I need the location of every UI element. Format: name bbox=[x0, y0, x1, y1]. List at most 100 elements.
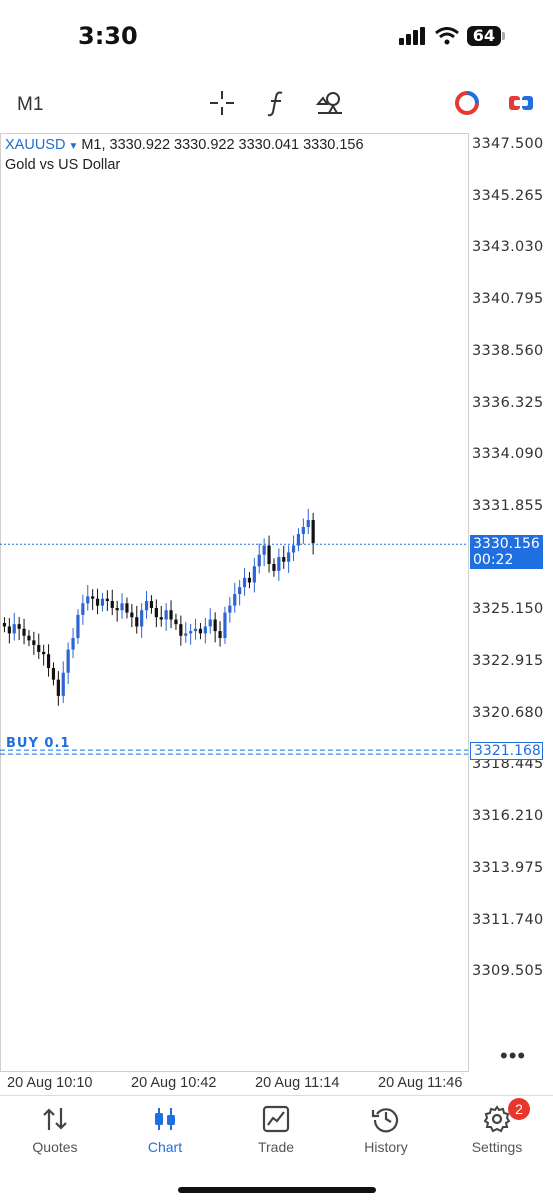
tab-settings[interactable]: 2 Settings bbox=[442, 1096, 552, 1166]
more-icon[interactable]: ••• bbox=[500, 1043, 527, 1068]
candlestick-chart[interactable] bbox=[0, 133, 553, 1093]
candle-body bbox=[144, 601, 149, 611]
battery-icon: 64 bbox=[466, 26, 505, 46]
candle-body bbox=[213, 619, 217, 632]
candle-body bbox=[46, 654, 51, 669]
time-tick: 20 Aug 10:42 bbox=[131, 1075, 217, 1091]
candle-body bbox=[179, 624, 183, 636]
candle-body bbox=[110, 601, 114, 608]
candle-body bbox=[267, 545, 271, 565]
price-tick: 3325.150 bbox=[472, 601, 544, 618]
candle-body bbox=[189, 631, 193, 634]
time-tick: 20 Aug 11:14 bbox=[255, 1075, 340, 1091]
candle-body bbox=[242, 577, 247, 588]
candle-body bbox=[56, 679, 60, 696]
candle-body bbox=[115, 607, 119, 611]
chart-toolbar: M1 bbox=[0, 80, 553, 128]
candle-body bbox=[71, 638, 75, 650]
tab-label: Settings bbox=[471, 1139, 523, 1155]
candle-body bbox=[51, 668, 56, 680]
candle-body bbox=[311, 520, 315, 544]
status-icons: 64 bbox=[398, 26, 505, 46]
candle-body bbox=[7, 626, 11, 634]
tab-label: Chart bbox=[147, 1139, 183, 1155]
plot-frame bbox=[0, 133, 469, 1072]
candle-body bbox=[120, 603, 124, 611]
tab-history[interactable]: History bbox=[331, 1096, 441, 1166]
candle-body bbox=[100, 598, 105, 606]
price-tick: 3309.505 bbox=[472, 963, 544, 980]
candle-body bbox=[301, 526, 305, 534]
tab-label: Quotes bbox=[32, 1139, 78, 1155]
candle-body bbox=[277, 557, 281, 571]
candle-body bbox=[86, 596, 90, 604]
candle-body bbox=[95, 598, 100, 606]
one-click-trading-icon[interactable] bbox=[452, 88, 482, 118]
candle-body bbox=[125, 603, 129, 613]
price-tick: 3318.445 bbox=[472, 756, 544, 773]
candle-body bbox=[105, 598, 109, 602]
current-price-badge: 3330.156 00:22 bbox=[470, 535, 543, 569]
ohlc-values: M1, 3330.922 3330.922 3330.041 3330.156 bbox=[81, 137, 364, 153]
price-tick: 3331.855 bbox=[472, 497, 544, 514]
price-tick: 3311.740 bbox=[472, 911, 544, 928]
candle-body bbox=[257, 554, 261, 567]
trade-icon bbox=[262, 1105, 290, 1133]
candle-body bbox=[247, 577, 252, 583]
symbol-name[interactable]: XAUUSD bbox=[5, 137, 66, 153]
current-price-value: 3330.156 bbox=[473, 536, 540, 552]
candle-body bbox=[238, 587, 242, 595]
price-chart[interactable]: XAUUSD ▼ M1, 3330.922 3330.922 3330.041 33… bbox=[0, 133, 553, 1093]
crosshair-icon[interactable] bbox=[207, 88, 237, 118]
symbol-description: Gold vs US Dollar bbox=[5, 157, 121, 173]
objects-icon[interactable] bbox=[315, 88, 345, 118]
candle-body bbox=[169, 610, 173, 620]
candle-body bbox=[193, 628, 198, 632]
price-tick: 3320.680 bbox=[472, 704, 544, 721]
tab-quotes[interactable]: Quotes bbox=[0, 1096, 110, 1166]
home-indicator bbox=[178, 1187, 376, 1193]
candle-body bbox=[32, 640, 36, 645]
candle-body bbox=[81, 603, 85, 615]
wifi-icon bbox=[434, 27, 459, 45]
chart-symbol-header: XAUUSD ▼ M1, 3330.922 3330.922 3330.041 33… bbox=[5, 137, 364, 153]
bar-countdown: 00:22 bbox=[473, 552, 514, 568]
candle-body bbox=[208, 619, 212, 627]
quotes-icon bbox=[43, 1108, 67, 1130]
candle-body bbox=[291, 545, 296, 553]
candle-body bbox=[159, 617, 163, 620]
candle-body bbox=[233, 594, 237, 606]
timeframe-button[interactable]: M1 bbox=[17, 94, 44, 115]
symbol-dropdown-icon[interactable]: ▼ bbox=[68, 141, 79, 152]
buy-order-label[interactable]: BUY 0.1 bbox=[6, 736, 71, 751]
price-tick: 3338.560 bbox=[472, 342, 544, 359]
gear-icon bbox=[483, 1105, 511, 1133]
status-bar: 3:30 64 bbox=[0, 0, 553, 70]
candle-body bbox=[164, 610, 168, 620]
price-tick: 3313.975 bbox=[472, 859, 544, 876]
price-tick: 3322.915 bbox=[472, 653, 544, 669]
trade-window-icon[interactable] bbox=[506, 88, 536, 118]
bottom-tab-bar: Quotes Chart Trade History 2 Settings bbox=[0, 1095, 553, 1201]
price-tick: 3347.500 bbox=[472, 136, 544, 152]
candle-body bbox=[12, 624, 16, 634]
candle-body bbox=[22, 628, 26, 636]
time-tick: 20 Aug 11:46 bbox=[378, 1075, 463, 1091]
candle-body bbox=[135, 617, 139, 627]
price-tick: 3340.795 bbox=[472, 291, 544, 308]
candle-body bbox=[66, 649, 70, 673]
candle-body bbox=[130, 612, 134, 618]
indicator-f-icon[interactable] bbox=[262, 88, 292, 118]
candle-body bbox=[306, 520, 310, 527]
notification-badge: 2 bbox=[508, 1098, 530, 1120]
candle-body bbox=[154, 607, 158, 618]
price-tick: 3343.030 bbox=[472, 239, 544, 256]
time-tick: 20 Aug 10:10 bbox=[7, 1075, 93, 1091]
candle-body bbox=[174, 619, 178, 625]
tab-trade[interactable]: Trade bbox=[221, 1096, 331, 1166]
tab-chart[interactable]: Chart bbox=[110, 1096, 220, 1166]
buy-price-badge: 3321.168 bbox=[470, 742, 543, 760]
chart-candles-icon bbox=[155, 1108, 175, 1130]
candle-body bbox=[262, 545, 266, 555]
candle-body bbox=[140, 610, 144, 627]
